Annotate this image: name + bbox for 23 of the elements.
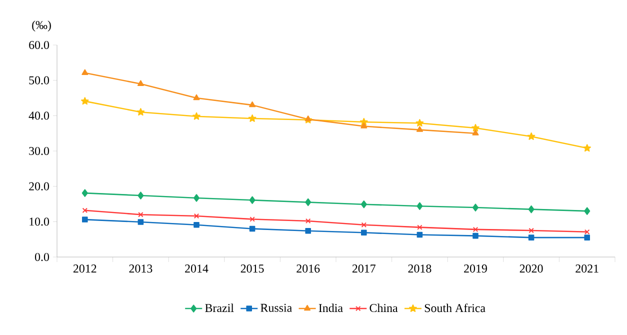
y-tick-label: 20.0 [29, 182, 50, 190]
y-tick-label: 40.0 [28, 112, 50, 120]
legend-label: Russia [260, 304, 292, 312]
x-tick-label: 2021 [576, 264, 598, 273]
x-tick-label: 2019 [464, 264, 487, 273]
legend-label: Brazil [205, 304, 234, 312]
y-tick-label: 60.0 [29, 40, 50, 50]
x-tick-label: 2013 [129, 264, 152, 273]
x-tick-label: 2017 [352, 264, 376, 273]
y-tick-label: 50.0 [29, 76, 50, 84]
x-tick-label: 2014 [185, 264, 208, 273]
x-tick-label: 2020 [520, 264, 543, 273]
y-tick-label: 0.0 [34, 252, 50, 262]
x-tick-label: 2016 [296, 264, 320, 273]
x-tick-label: 2012 [73, 264, 96, 273]
legend-label: India [318, 304, 343, 312]
y-tick-label: 10.0 [30, 218, 50, 226]
y-axis-title: (‰) [32, 20, 51, 32]
y-tick-label: 30.0 [29, 146, 50, 156]
x-tick-label: 2018 [408, 264, 432, 273]
legend-label: South Africa [424, 304, 486, 312]
x-tick-label: 2015 [240, 264, 264, 273]
legend-label: China [370, 304, 398, 312]
